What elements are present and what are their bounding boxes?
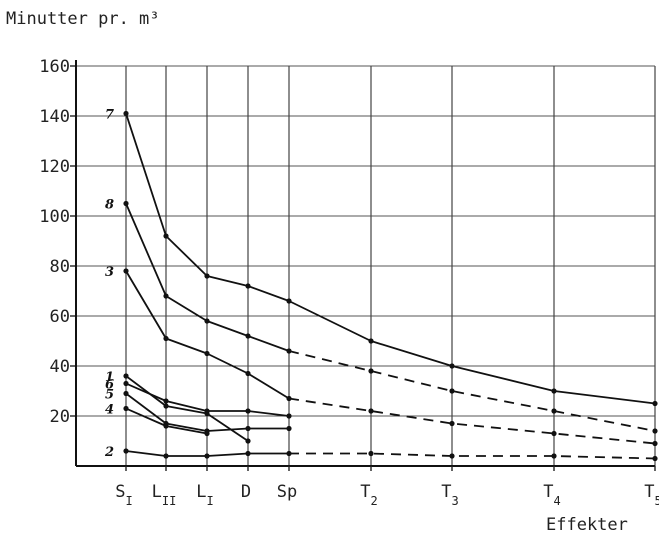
series-3-point-1 [163,335,169,342]
series-6-label: 6 [105,378,114,393]
x-tick-label-1: LII [152,482,177,508]
series-7-point-3 [245,283,251,289]
series-5-label: 5 [105,388,114,403]
series-4-point-2 [204,430,210,437]
series-5-point-3 [245,425,251,432]
x-tick-label-0: SI [115,482,132,508]
axes [70,60,656,471]
x-tick-label-4: Sp [277,482,297,502]
series-2-point-8 [652,455,658,462]
series-4-point-1 [163,423,169,429]
series-8-label: 8 [105,198,114,213]
series-6-point-1 [163,398,169,404]
y-tick-label-160: 160 [39,57,70,77]
x-tick-label-3: D [241,482,251,502]
x-tick-label-6: T3 [441,482,458,508]
y-tick-label-100: 100 [39,207,70,227]
series-2-point-6 [449,453,455,459]
series-3-label: 3 [105,265,114,280]
series-2-point-0 [123,448,129,454]
series-3-point-2 [204,350,210,357]
series-3-point-6 [449,420,455,427]
series-8-point-2 [204,318,210,324]
x-tick-label-5: T2 [360,482,377,508]
series-3-point-4 [286,395,292,402]
series-6-point-4 [286,413,292,419]
y-tick-labels: 20 40 60 80 100 120 140 160 [39,57,70,427]
series-2-label: 2 [104,445,114,460]
series-points [123,110,658,462]
series-3-point-8 [652,440,658,447]
series-1-point-1 [163,403,169,409]
series-7-point-7 [551,388,557,394]
series-1-point-3 [245,438,251,444]
grid [76,65,656,466]
series-3-point-0 [123,268,129,274]
series-7-point-2 [204,273,210,279]
series-7-label: 7 [105,108,114,123]
series-1-point-0 [123,373,129,379]
x-tick-label-7: T4 [543,482,560,508]
series-5-point-4 [286,425,292,432]
y-tick-label-40: 40 [50,357,70,377]
series-8-dashed-line [288,350,656,432]
series-7-point-5 [368,338,374,344]
series-7-point-8 [652,400,658,407]
y-tick-label-140: 140 [39,107,70,127]
series-6-point-0 [123,380,129,387]
series-8-point-3 [245,333,251,339]
series-lines [125,113,656,460]
series-7-point-4 [286,298,292,304]
y-tick-label-60: 60 [50,307,70,327]
x-axis-title: Effekter [546,515,628,535]
series-3-point-3 [245,370,251,377]
series-6-point-2 [204,408,210,414]
y-tick-label-20: 20 [50,407,70,427]
series-8-point-6 [449,388,455,394]
series-7-point-0 [123,110,129,117]
series-2-point-5 [368,450,374,457]
series-2-point-1 [163,453,169,459]
series-2-point-4 [286,450,292,457]
x-tick-label-2: LI [196,482,213,508]
series-2-point-7 [551,453,557,459]
series-3-point-5 [368,408,374,414]
series-3-point-7 [551,430,557,437]
x-tick-labels: SI LII LI D Sp T2 T3 T4 T5 [115,482,659,508]
y-tick-label-120: 120 [39,157,70,177]
y-axis-title: Minutter pr. m³ [6,9,160,29]
series-2-point-3 [245,450,251,457]
series-8-point-5 [368,368,374,374]
series-8-point-1 [163,293,169,299]
series-1-line [125,375,249,442]
series-2-point-2 [204,453,210,459]
series-1-label: 1 [105,370,114,385]
series-8-point-7 [551,408,557,414]
series-6-point-3 [245,408,251,414]
series-7-point-1 [163,233,169,239]
series-8-point-8 [652,428,658,434]
series-8-point-4 [286,348,292,354]
x-tick-label-8: T5 [644,482,659,508]
series-8-point-0 [123,200,129,207]
series-2-dashed-line [289,452,656,460]
series-7-line [125,113,656,405]
y-tick-label-80: 80 [50,257,70,277]
series-7-point-6 [449,363,455,369]
series-5-point-0 [123,390,129,397]
series-4-label: 4 [105,403,114,418]
series-4-point-0 [123,405,129,412]
series-3-dashed-line [288,397,656,445]
